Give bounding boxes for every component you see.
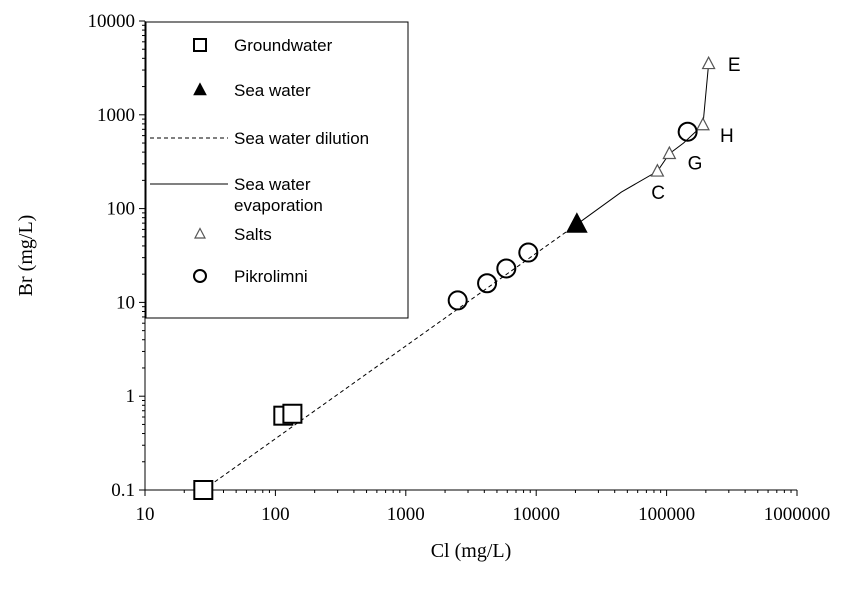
annotation-label: C (651, 183, 665, 204)
salts-point (701, 55, 716, 70)
x-tick-label: 10000 (512, 504, 560, 525)
x-tick-label: 1000000 (764, 504, 831, 525)
legend-swatch (193, 38, 207, 52)
axes (139, 20, 798, 496)
y-tick-label: 0.1 (111, 480, 135, 501)
tick-labels: 10 100 1000 10000 100000 1000000 0.1 1 10 100 1000… (88, 11, 831, 525)
y-tick-label: 100 (107, 199, 136, 220)
legend: Groundwater Sea water Sea water dilution Se… (145, 21, 409, 319)
legend-label: Groundwater (234, 36, 333, 55)
x-tick-label: 100 (261, 504, 290, 525)
pikrolimni-point (496, 258, 517, 279)
salts-point (695, 117, 710, 131)
y-tick-label: 10 (116, 292, 135, 313)
pikrolimni-point (677, 121, 698, 142)
legend-label: Pikrolimni (234, 267, 308, 286)
series-markers (193, 55, 716, 500)
pikrolimni-point (477, 273, 498, 294)
pikrolimni-point (518, 242, 539, 263)
groundwater-point (282, 403, 303, 424)
annotation-label: G (688, 154, 703, 175)
annotation-label: E (728, 55, 741, 76)
legend-swatch (193, 269, 207, 283)
legend-label: Salts (234, 225, 272, 244)
legend-label: Sea water dilution (234, 129, 369, 148)
sea-water-evaporation-line (576, 63, 710, 225)
legend-box (145, 21, 409, 319)
y-tick-label: 1 (126, 386, 136, 407)
salts-point (650, 163, 665, 177)
x-tick-label: 100000 (638, 504, 695, 525)
x-axis-label: Cl (mg/L) (431, 540, 512, 562)
pikrolimni-point (447, 290, 468, 311)
x-tick-label: 10 (136, 504, 155, 525)
salts-point (662, 145, 677, 160)
annotations: E HG C (651, 55, 740, 204)
legend-swatch (194, 227, 206, 239)
annotation-label: H (720, 126, 734, 147)
legend-label: Sea water evaporation (234, 175, 323, 215)
legend-swatch (193, 82, 207, 96)
sea-water-point (566, 212, 588, 233)
x-tick-label: 1000 (387, 504, 425, 525)
legend-label: Sea water (234, 81, 311, 100)
y-tick-label: 10000 (88, 11, 136, 32)
groundwater-point (193, 480, 214, 500)
y-axis-label: Br (mg/L) (15, 215, 37, 297)
y-tick-label: 1000 (97, 105, 135, 126)
